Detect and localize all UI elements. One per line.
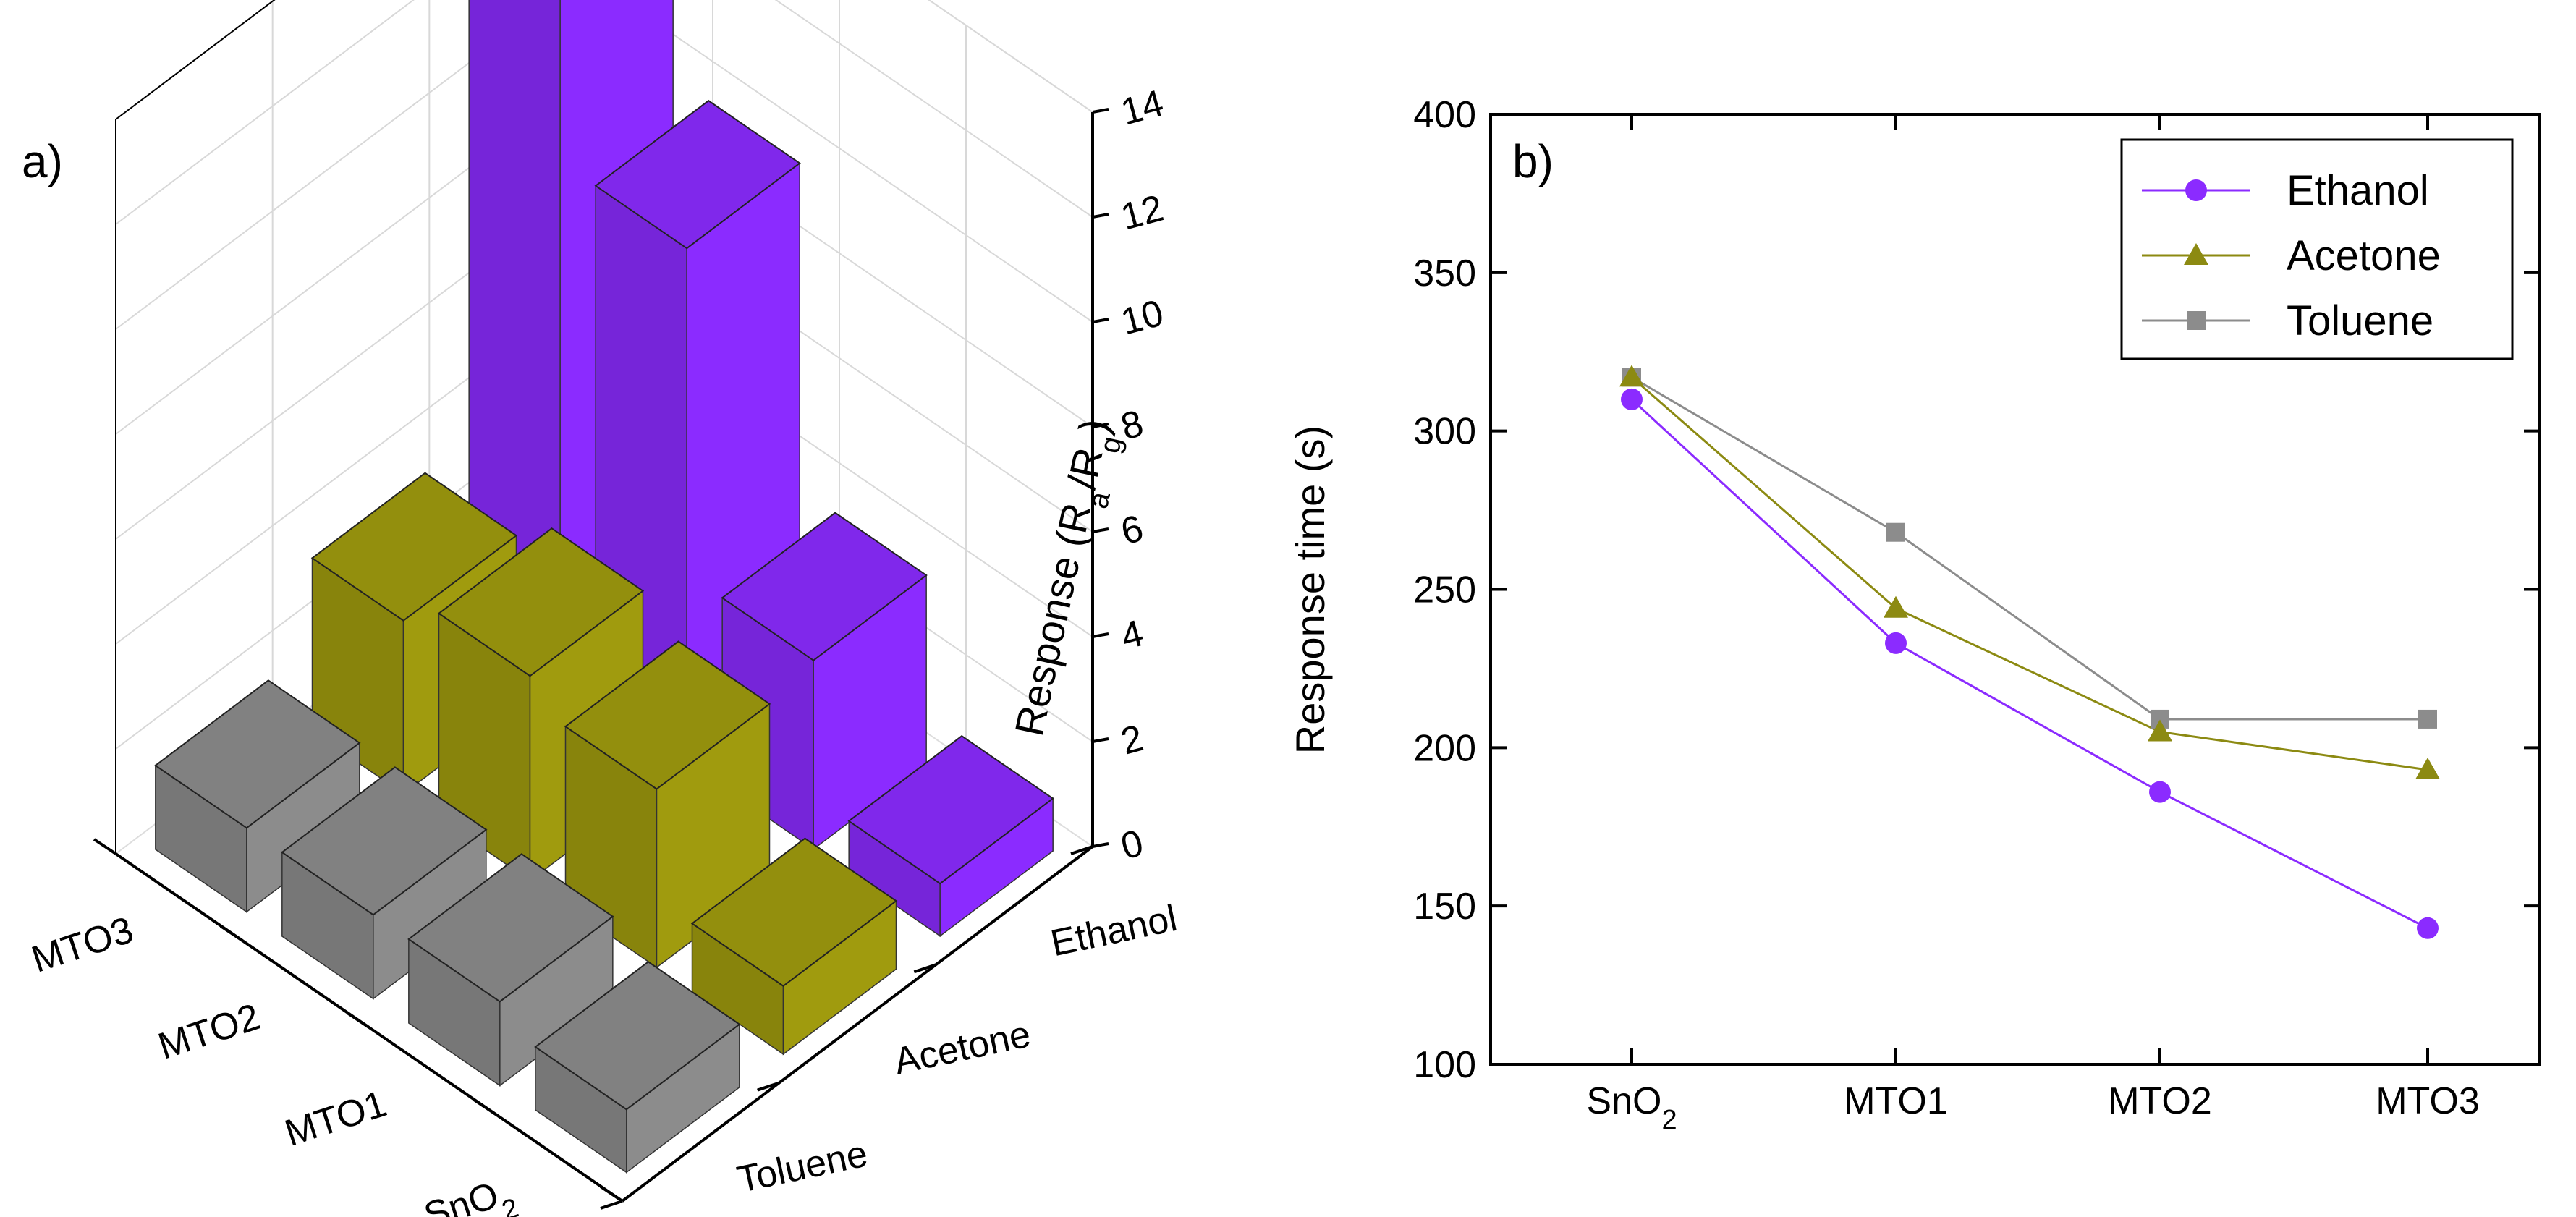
z-tick-label: 0	[1117, 822, 1148, 868]
z-tick	[1092, 318, 1109, 323]
x-tick-label: SnO2	[1586, 1080, 1677, 1135]
legend-label-ethanol: Ethanol	[2287, 167, 2429, 214]
z-tick-label: 2	[1117, 717, 1148, 763]
z-tick-label: 6	[1117, 507, 1148, 554]
panel-a-bars	[154, 0, 1054, 1174]
legend-marker-ethanol	[2185, 179, 2207, 201]
bar-ethanol-sno	[847, 734, 1054, 938]
y-tick-label: 150	[1413, 886, 1476, 928]
point-ethanol	[1885, 632, 1907, 654]
back-wall-gridline	[115, 0, 415, 225]
panel-b-series-lines	[1630, 376, 2428, 930]
panel-b-y-axis-title: Response time (s)	[1287, 425, 1333, 754]
point-acetone	[1619, 365, 1644, 387]
x-tick-label: MTO1	[1844, 1080, 1948, 1122]
point-acetone	[1884, 595, 1908, 618]
legend-marker-toluene	[2187, 311, 2206, 330]
point-ethanol	[1621, 388, 1643, 410]
bar-toluene-mto1	[407, 853, 614, 1087]
legend-marker-acetone	[2184, 243, 2208, 265]
row-tick	[599, 1185, 624, 1203]
side-wall-gridline	[928, 0, 1093, 113]
y-tick-label: 350	[1413, 253, 1476, 294]
z-tick-label: 10	[1117, 292, 1168, 344]
z-tick	[1092, 737, 1109, 743]
row-label: MTO3	[27, 909, 138, 981]
point-acetone	[2148, 719, 2172, 742]
legend-label-toluene: Toluene	[2287, 297, 2433, 344]
bar-toluene-mto3	[154, 679, 361, 913]
panel-b-y-ticks: 100 150 200 250 300 350 400	[1413, 94, 2540, 1086]
y-tick-label: 250	[1413, 569, 1476, 611]
y-tick-label: 200	[1413, 727, 1476, 769]
bar-toluene-sno	[534, 961, 741, 1174]
row-tick	[473, 1098, 497, 1116]
panel-b-label: b)	[1512, 135, 1554, 187]
x-tick-label: MTO2	[2108, 1080, 2212, 1122]
series-tick	[1070, 845, 1093, 855]
series-label: Acetone	[890, 1013, 1034, 1082]
row-tick	[346, 1012, 370, 1029]
y-tick-label: 400	[1413, 94, 1476, 136]
z-tick	[1092, 527, 1109, 533]
row-tick	[219, 925, 244, 942]
z-tick-label: 4	[1117, 612, 1148, 658]
bar-toluene-mto2	[281, 766, 488, 1000]
panel-b-line-chart: b) 100 150 200 250 300 350 400 SnO2 MTO1 MTO2 MTO…	[1287, 94, 2541, 1135]
z-tick	[1092, 423, 1109, 428]
z-tick	[1092, 842, 1109, 848]
legend-label-acetone: Acetone	[2287, 232, 2441, 279]
line-ethanol	[1630, 398, 2428, 930]
line-acetone	[1631, 376, 2428, 771]
panel-a-axes	[93, 0, 1094, 1210]
x-tick-label: MTO3	[2376, 1080, 2480, 1122]
panel-b-x-ticks: SnO2 MTO1 MTO2 MTO3	[1586, 114, 2480, 1135]
point-toluene	[1886, 522, 1905, 542]
back-top-edge	[115, 0, 276, 120]
z-tick	[1092, 213, 1109, 219]
series-tick	[600, 1200, 623, 1210]
series-tick	[757, 1081, 780, 1092]
point-acetone	[2415, 757, 2440, 779]
row-tick	[93, 838, 117, 855]
panel-a-label: a)	[22, 135, 63, 187]
point-toluene	[2418, 709, 2437, 729]
row-label: MTO2	[153, 996, 265, 1068]
panel-b-legend: Ethanol Acetone Toluene	[2120, 138, 2514, 360]
z-tick	[1092, 632, 1109, 638]
bar-acetone-sno	[690, 837, 898, 1056]
series-label: Toluene	[734, 1132, 871, 1201]
z-tick	[1092, 108, 1109, 114]
row-label: SnO2	[419, 1169, 522, 1217]
y-tick-label: 300	[1413, 411, 1476, 453]
point-ethanol	[2149, 781, 2171, 803]
series-axis	[621, 845, 1094, 1203]
z-tick-label: 14	[1117, 82, 1168, 134]
series-tick	[913, 963, 936, 974]
line-toluene	[1631, 376, 2428, 721]
series-label: Ethanol	[1047, 897, 1181, 964]
panel-b-markers	[1619, 365, 2440, 939]
z-tick-label: 12	[1117, 187, 1168, 239]
row-label: MTO1	[280, 1082, 391, 1155]
y-tick-label: 100	[1413, 1044, 1476, 1086]
point-ethanol	[2417, 917, 2439, 939]
